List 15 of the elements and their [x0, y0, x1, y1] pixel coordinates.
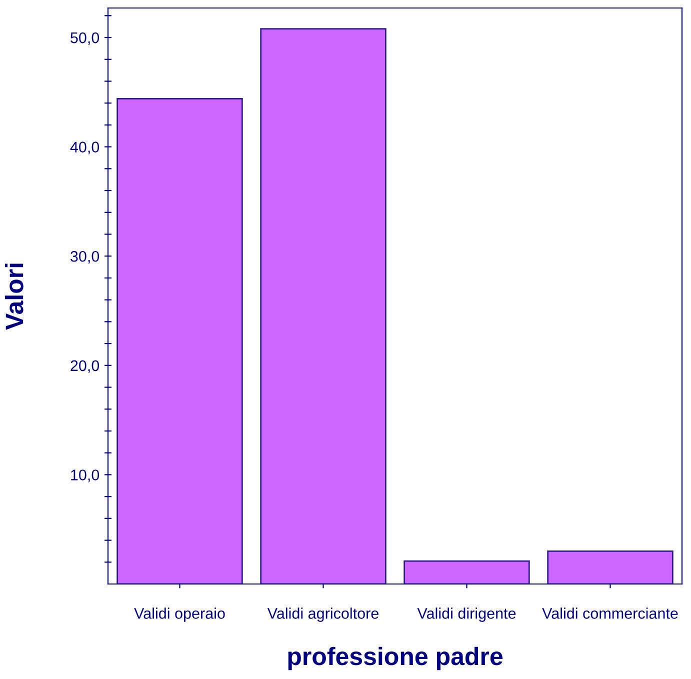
x-tick-label: Validi operaio	[134, 608, 225, 622]
y-tick-label: 40,0	[70, 142, 100, 154]
x-tick-label: Validi dirigente	[417, 608, 516, 622]
y-axis-title: Valori	[4, 264, 24, 330]
y-tick-label: 20,0	[70, 360, 100, 373]
bar	[260, 28, 386, 584]
x-tick-label: Validi commerciante	[542, 608, 678, 619]
bar	[547, 550, 674, 584]
x-axis-title: professione padre	[288, 646, 503, 670]
y-tick-label: 10,0	[71, 470, 100, 482]
x-tick-label: Validi agricoltore	[267, 608, 378, 622]
y-tick-label: 30,0	[70, 250, 100, 264]
bar	[116, 98, 243, 584]
y-tick-label: 50,0	[70, 32, 100, 45]
bar	[404, 560, 530, 584]
